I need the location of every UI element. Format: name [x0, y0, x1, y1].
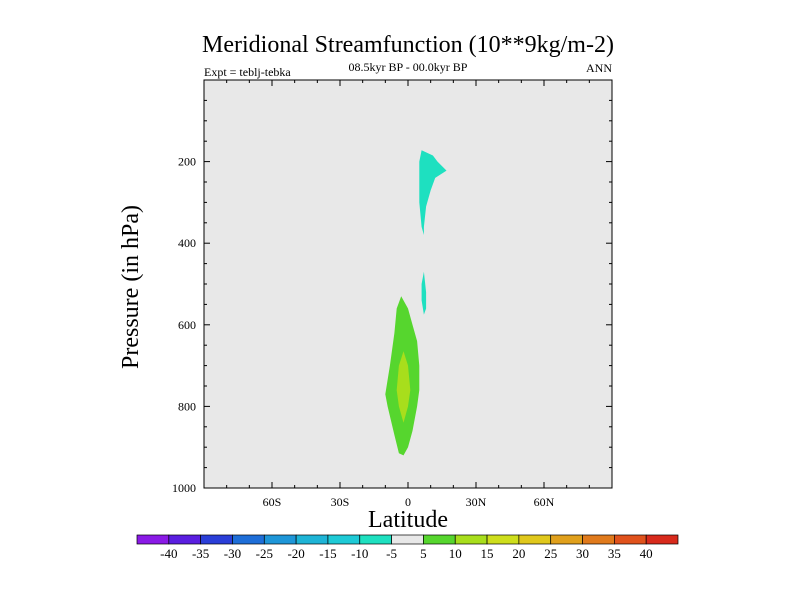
y-tick-label: 200 [178, 155, 196, 169]
colorbar-swatch [136, 534, 170, 545]
colorbar-swatch [327, 534, 361, 545]
x-tick-label: 30S [331, 495, 350, 509]
y-tick-label: 400 [178, 236, 196, 250]
upper-cyan-region [419, 150, 447, 235]
colorbar-label: -10 [351, 546, 368, 561]
colorbar-swatch [423, 534, 456, 545]
colorbar-label: 5 [420, 546, 427, 561]
colorbar-swatch [645, 534, 679, 545]
y-axis-label: Pressure (in hPa) [118, 205, 144, 369]
season-label: ANN [586, 61, 612, 75]
x-tick-label: 60S [263, 495, 282, 509]
colorbar-swatch [614, 534, 647, 545]
colorbar-swatch [550, 534, 583, 545]
mid-cyan-region [421, 271, 427, 315]
y-tick-label: 1000 [172, 481, 196, 495]
colorbar-swatch [200, 534, 233, 545]
colorbar-label: -25 [256, 546, 273, 561]
y-tick-label: 800 [178, 399, 196, 413]
chart-title: Meridional Streamfunction (10**9kg/m-2) [202, 32, 614, 58]
colorbar-label: -30 [224, 546, 241, 561]
colorbar-swatch [359, 534, 392, 545]
colorbar-label: 10 [449, 546, 462, 561]
x-tick-label: 0 [405, 495, 411, 509]
contour-regions [385, 150, 447, 456]
axis-ticks: 60S 30S 0 30N 60N 200 400 600 800 1000 [172, 80, 612, 509]
colorbar-label: -35 [192, 546, 209, 561]
lower-yellowgreen-region [396, 351, 411, 423]
x-axis-label: Latitude [368, 507, 448, 533]
colorbar-label: 35 [608, 546, 621, 561]
colorbar-label: 30 [576, 546, 589, 561]
colorbar-label: 25 [544, 546, 557, 561]
colorbar-label: -20 [287, 546, 304, 561]
colorbar-label: -5 [386, 546, 397, 561]
colorbar-swatch [486, 534, 520, 545]
colorbar-label: 40 [640, 546, 653, 561]
colorbar-label: -40 [160, 546, 177, 561]
colorbar-swatch [232, 534, 265, 545]
x-tick-label: 60N [534, 495, 555, 509]
colorbar-swatch [391, 534, 424, 545]
colorbar-swatch [295, 534, 329, 545]
colorbar-swatch [263, 534, 297, 545]
colorbar-label: 20 [512, 546, 525, 561]
colorbar-swatch [168, 534, 201, 545]
experiment-label: Expt = teblj-tebka [204, 65, 291, 79]
colorbar-label: -15 [319, 546, 336, 561]
colorbar-swatch [454, 534, 488, 545]
x-tick-label: 30N [466, 495, 487, 509]
y-tick-label: 600 [178, 318, 196, 332]
colorbar-swatch [518, 534, 552, 545]
colorbar-label: 15 [481, 546, 494, 561]
colorbar: -40 -35 -30 -25 -20 -15 -10 -5 5 10 15 20 25 30 35 40 [136, 534, 679, 561]
chart-subtitle: 08.5kyr BP - 00.0kyr BP [349, 60, 468, 74]
colorbar-swatch [582, 534, 615, 545]
